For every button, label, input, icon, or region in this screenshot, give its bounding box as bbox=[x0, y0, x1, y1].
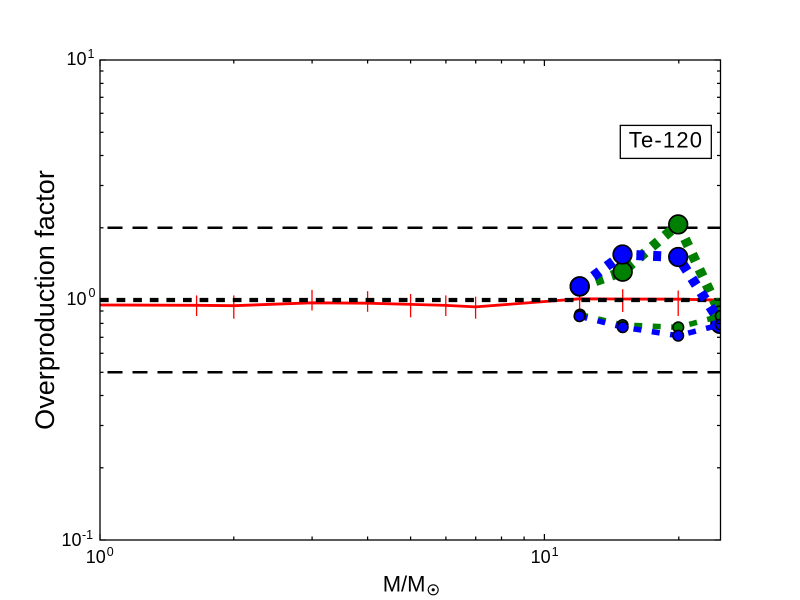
svg-text:10: 10 bbox=[67, 49, 87, 69]
svg-text:10: 10 bbox=[62, 530, 82, 550]
svg-text:10: 10 bbox=[86, 547, 106, 567]
svg-text:10: 10 bbox=[67, 289, 87, 309]
svg-text:10: 10 bbox=[531, 547, 551, 567]
svg-text:1: 1 bbox=[552, 545, 559, 559]
svg-text:M/M: M/M bbox=[383, 571, 426, 596]
svg-text:Overproduction factor: Overproduction factor bbox=[30, 170, 60, 430]
svg-text:1: 1 bbox=[88, 47, 95, 61]
svg-text:0: 0 bbox=[89, 286, 96, 300]
svg-text:0: 0 bbox=[107, 545, 114, 559]
svg-text:Te-120: Te-120 bbox=[629, 128, 703, 153]
svg-text:-1: -1 bbox=[82, 528, 93, 542]
